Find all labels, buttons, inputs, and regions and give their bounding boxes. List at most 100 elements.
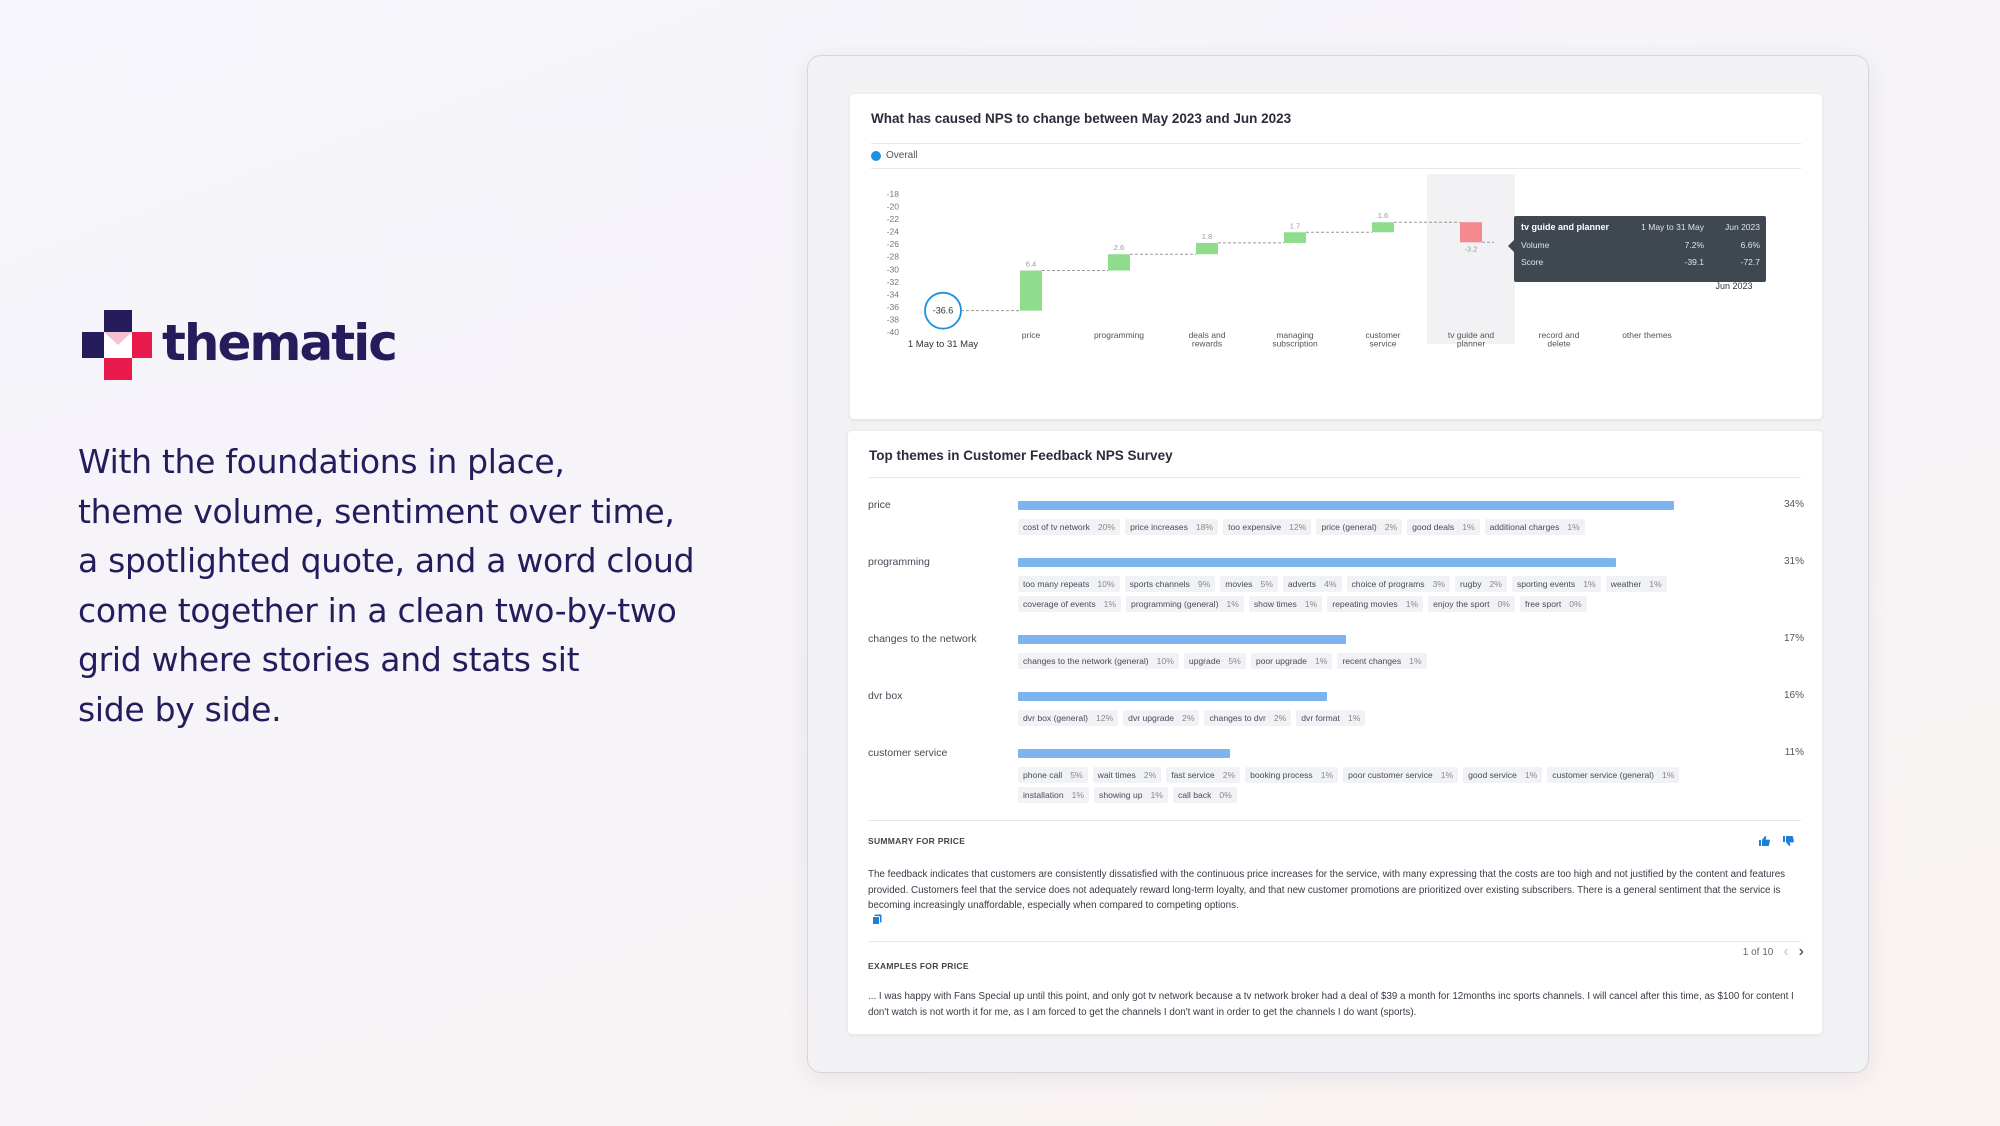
theme-volume-bar[interactable]: [1018, 501, 1674, 510]
subtheme-chip[interactable]: choice of programs 3%: [1346, 576, 1451, 592]
subtheme-name: adverts: [1287, 579, 1317, 589]
subtheme-percentage: 2%: [1384, 522, 1398, 532]
subtheme-chip[interactable]: upgrade 5%: [1183, 653, 1246, 669]
theme-name[interactable]: dvr box: [868, 690, 903, 702]
subtheme-percentage: 1%: [1583, 579, 1596, 589]
subtheme-chip[interactable]: coverage of events 1%: [1018, 596, 1122, 612]
theme-name[interactable]: programming: [868, 556, 930, 568]
subtheme-chip[interactable]: price increases 18%: [1125, 519, 1219, 535]
subtheme-name: show times: [1253, 599, 1297, 609]
theme-volume-bar[interactable]: [1018, 749, 1231, 758]
subtheme-chip[interactable]: booking process 1%: [1245, 767, 1339, 783]
subtheme-percentage: 1%: [1226, 599, 1239, 609]
tagline-line: side by side.: [78, 689, 282, 729]
subtheme-chip[interactable]: good deals 1%: [1407, 519, 1480, 535]
subtheme-percentage: 5%: [1070, 770, 1083, 780]
subtheme-chip[interactable]: recent changes 1%: [1337, 653, 1427, 669]
tooltip-title: tv guide and planner: [1521, 222, 1610, 232]
copy-icon[interactable]: [872, 914, 882, 928]
legend-dot-icon: [871, 150, 881, 161]
subtheme-chip[interactable]: free sport 0%: [1519, 596, 1587, 612]
subtheme-chip[interactable]: enjoy the sport 0%: [1428, 596, 1515, 612]
subtheme-name: repeating movies: [1332, 599, 1398, 609]
subtheme-percentage: 0%: [1219, 790, 1232, 800]
thumbs-up-icon[interactable]: [1758, 835, 1770, 850]
subtheme-percentage: 18%: [1195, 522, 1214, 532]
subtheme-chip[interactable]: sports channels 9%: [1124, 576, 1216, 592]
bar-value-label: 1.7: [1290, 221, 1300, 230]
highlight-column: [1427, 174, 1515, 344]
tooltip-col-header: 1 May to 31 May: [1641, 222, 1705, 232]
theme-percentage: 17%: [1783, 633, 1804, 644]
subtheme-chip[interactable]: show times 1%: [1248, 596, 1323, 612]
waterfall-bar: [1284, 232, 1306, 243]
subtheme-chip[interactable]: rugby 2%: [1455, 576, 1507, 592]
subtheme-chip[interactable]: poor upgrade 1%: [1250, 653, 1333, 669]
subtheme-chip[interactable]: good service 1%: [1463, 767, 1543, 783]
brand-logo: thematic: [82, 310, 398, 380]
subtheme-chip[interactable]: programming (general) 1%: [1126, 596, 1244, 612]
tooltip-row-value: 6.6%: [1741, 240, 1761, 250]
subtheme-percentage: 1%: [1662, 770, 1675, 780]
tagline-line: a spotlighted quote, and a word cloud: [78, 541, 695, 580]
thumbs-down-icon[interactable]: [1782, 835, 1794, 850]
subtheme-chips: phone call 5% wait times 2% fast service 2% bo…: [1018, 767, 1738, 803]
subtheme-chip[interactable]: customer service (general) 1%: [1547, 767, 1680, 783]
subtheme-percentage: 2%: [1273, 713, 1287, 723]
subtheme-percentage: 1%: [1071, 790, 1085, 800]
subtheme-chip[interactable]: too expensive 12%: [1223, 519, 1312, 535]
waterfall-bar: [1196, 242, 1218, 255]
subtheme-chip[interactable]: weather 1%: [1605, 576, 1667, 592]
subtheme-chip[interactable]: movies 5%: [1220, 576, 1278, 592]
y-tick-label: -28: [887, 252, 900, 262]
x-category-label: other themes: [1622, 330, 1672, 340]
x-category-label: deals and: [1189, 330, 1226, 340]
y-tick-label: -34: [887, 289, 900, 299]
subtheme-chip[interactable]: dvr box (general) 12%: [1018, 710, 1119, 726]
tagline-line: With the foundations in place,: [78, 442, 565, 481]
bar-value-label: 2.6: [1114, 243, 1124, 252]
subtheme-chips: too many repeats 10% sports channels 9% movi…: [1018, 576, 1738, 612]
subtheme-chip[interactable]: adverts 4%: [1282, 576, 1342, 592]
subtheme-chip[interactable]: additional charges 1%: [1484, 519, 1585, 535]
chevron-right-icon[interactable]: ›: [1798, 943, 1804, 960]
subtheme-chip[interactable]: fast service 2%: [1166, 767, 1241, 783]
subtheme-name: price increases: [1130, 522, 1188, 532]
subtheme-percentage: 9%: [1197, 579, 1211, 589]
subtheme-chip[interactable]: phone call 5%: [1018, 767, 1088, 783]
subtheme-chip[interactable]: cost of tv network 20%: [1018, 519, 1121, 535]
subtheme-chip[interactable]: sporting events 1%: [1511, 576, 1601, 592]
subtheme-percentage: 2%: [1489, 579, 1502, 589]
subtheme-name: changes to dvr: [1209, 713, 1266, 723]
tooltip-row-value: -39.1: [1685, 257, 1705, 267]
theme-name[interactable]: customer service: [868, 747, 948, 759]
theme-name[interactable]: changes to the network: [868, 633, 977, 645]
subtheme-chip[interactable]: repeating movies 1%: [1327, 596, 1424, 612]
subtheme-chip[interactable]: changes to the network (general) 10%: [1018, 653, 1179, 669]
subtheme-chip[interactable]: too many repeats 10%: [1018, 576, 1120, 592]
bar-value-label: -3.2: [1465, 244, 1478, 253]
divider: [869, 941, 1801, 942]
subtheme-chip[interactable]: showing up 1%: [1094, 787, 1168, 803]
subtheme-chip[interactable]: installation 1%: [1018, 787, 1090, 803]
theme-volume-bar[interactable]: [1018, 635, 1346, 644]
example-quote: ... I was happy with Fans Special up unt…: [868, 991, 1794, 1018]
subtheme-chip[interactable]: price (general) 2%: [1316, 519, 1403, 535]
theme-volume-bar[interactable]: [1018, 692, 1327, 701]
subtheme-name: booking process: [1250, 770, 1313, 780]
theme-name[interactable]: price: [868, 499, 891, 511]
subtheme-percentage: 1%: [1524, 770, 1538, 780]
subtheme-chip[interactable]: changes to dvr 2%: [1204, 710, 1292, 726]
subtheme-name: good service: [1468, 770, 1517, 780]
theme-volume-bar[interactable]: [1018, 558, 1617, 567]
subtheme-chip[interactable]: poor customer service 1%: [1343, 767, 1459, 783]
tooltip-col-header: Jun 2023: [1725, 222, 1760, 232]
subtheme-chip[interactable]: dvr upgrade 2%: [1123, 710, 1200, 726]
chevron-left-icon[interactable]: ‹: [1783, 943, 1789, 960]
chart-legend[interactable]: Overall: [871, 150, 918, 161]
subtheme-chip[interactable]: dvr format 1%: [1296, 710, 1366, 726]
subtheme-chip[interactable]: wait times 2%: [1092, 767, 1162, 783]
subtheme-chip[interactable]: call back 0%: [1172, 787, 1237, 803]
subtheme-name: upgrade: [1188, 656, 1221, 666]
start-period-label: 1 May to 31 May: [908, 339, 978, 350]
